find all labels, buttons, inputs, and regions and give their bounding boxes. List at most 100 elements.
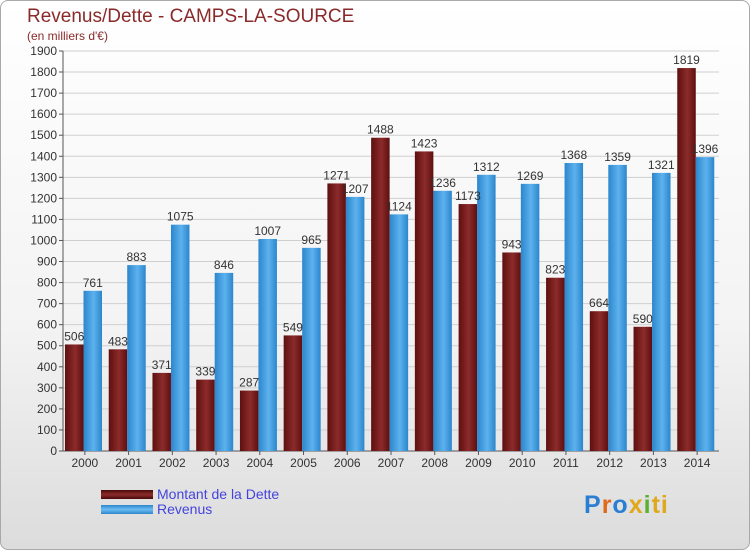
x-tick-label: 2001 [115, 456, 142, 470]
y-tick-label: 200 [37, 402, 57, 416]
bar-debt [546, 277, 565, 451]
data-label-revenue: 965 [301, 233, 321, 247]
chart-title: Revenus/Dette - CAMPS-LA-SOURCE [27, 6, 355, 27]
x-tick-label: 2009 [465, 456, 492, 470]
bar-debt [414, 151, 434, 451]
data-label-debt: 664 [589, 296, 609, 310]
data-label-debt: 823 [545, 263, 565, 277]
bar-revenue [170, 224, 190, 451]
y-tick-label: 800 [37, 276, 57, 290]
x-tick-label: 2005 [290, 456, 317, 470]
y-tick-label: 1500 [30, 128, 57, 142]
data-label-debt: 1271 [323, 168, 350, 182]
data-label-revenue: 1359 [604, 150, 631, 164]
bar-revenue [695, 157, 715, 451]
data-label-debt: 506 [64, 329, 84, 343]
chart-subtitle: (en milliers d'€) [27, 29, 108, 43]
bar-revenue [389, 214, 409, 451]
x-tick-label: 2010 [509, 456, 536, 470]
bar-revenue [433, 190, 452, 451]
y-tick-label: 1800 [30, 65, 57, 79]
data-label-revenue: 1075 [167, 210, 194, 224]
bar-debt [502, 252, 521, 451]
bar-revenue [83, 290, 102, 451]
x-tick-label: 2012 [596, 456, 623, 470]
y-tick-label: 1200 [30, 191, 57, 205]
legend-label-debt: Montant de la Dette [157, 486, 280, 502]
data-label-revenue: 761 [83, 276, 103, 290]
y-tick-label: 1900 [30, 44, 57, 58]
data-label-debt: 1488 [367, 123, 394, 137]
bar-debt [633, 326, 653, 451]
logo-letter: x [628, 491, 644, 519]
y-tick-label: 300 [37, 381, 57, 395]
bar-debt [152, 372, 171, 451]
y-tick-label: 600 [37, 318, 57, 332]
data-label-revenue: 1269 [517, 169, 544, 183]
x-tick-label: 2002 [159, 456, 186, 470]
bar-revenue [127, 265, 146, 451]
data-label-revenue: 1396 [692, 142, 719, 156]
data-label-debt: 549 [283, 320, 303, 334]
y-tick-label: 0 [50, 444, 57, 458]
data-label-revenue: 846 [214, 258, 234, 272]
x-tick-label: 2013 [640, 456, 667, 470]
data-label-revenue: 1312 [473, 160, 500, 174]
bar-revenue [564, 163, 584, 451]
y-tick-label: 700 [37, 297, 57, 311]
bar-revenue [477, 174, 496, 451]
legend-swatch-debt [101, 490, 153, 499]
x-tick-label: 2008 [421, 456, 448, 470]
bar-revenue [345, 196, 365, 451]
y-tick-label: 400 [37, 360, 57, 374]
data-label-revenue: 1007 [254, 224, 281, 238]
data-label-debt: 371 [152, 358, 172, 372]
bar-revenue [302, 247, 321, 451]
bar-debt [677, 68, 696, 451]
y-tick-label: 1600 [30, 107, 57, 121]
x-tick-label: 2007 [378, 456, 405, 470]
data-label-revenue: 1207 [342, 182, 369, 196]
x-tick-label: 2003 [203, 456, 230, 470]
x-tick-label: 2000 [72, 456, 99, 470]
legend-label-revenue: Revenus [157, 501, 213, 517]
data-label-debt: 1819 [673, 53, 700, 67]
y-tick-label: 1000 [30, 233, 57, 247]
bar-debt [589, 311, 609, 451]
bar-revenue [258, 239, 277, 451]
logo-letter: i [643, 491, 652, 519]
data-label-revenue: 1124 [386, 199, 412, 213]
y-tick-label: 1300 [30, 170, 57, 184]
bar-revenue [608, 164, 627, 452]
bar-debt [196, 379, 215, 451]
logo-letter: r [601, 491, 613, 519]
bar-debt [283, 335, 303, 451]
x-tick-label: 2014 [684, 456, 711, 470]
bar-debt [65, 344, 84, 451]
data-label-revenue: 883 [126, 250, 146, 264]
data-label-debt: 339 [195, 365, 215, 379]
data-label-revenue: 1236 [429, 176, 456, 190]
y-tick-label: 100 [37, 423, 57, 437]
bar-debt [108, 349, 128, 451]
logo-letter: ti [651, 491, 669, 519]
bar-debt [458, 204, 478, 451]
data-label-debt: 483 [108, 334, 128, 348]
data-label-debt: 590 [633, 312, 653, 326]
bar-debt [371, 137, 390, 451]
y-tick-label: 900 [37, 255, 57, 269]
data-label-debt: 1173 [455, 189, 481, 203]
x-tick-label: 2004 [246, 456, 273, 470]
legend-swatch-revenue [101, 505, 153, 514]
data-label-debt: 943 [502, 237, 522, 251]
data-label-debt: 1423 [411, 136, 438, 150]
data-label-revenue: 1368 [560, 148, 587, 162]
bar-revenue [214, 272, 234, 451]
data-label-debt: 287 [239, 376, 259, 390]
proxiti-logo: Proxiti [584, 491, 669, 520]
y-tick-label: 500 [37, 339, 57, 353]
plot-area: 0 100 200 300 400 500 600 700 800 900 1000 1100 1200… [30, 44, 719, 470]
x-tick-label: 2006 [334, 456, 361, 470]
